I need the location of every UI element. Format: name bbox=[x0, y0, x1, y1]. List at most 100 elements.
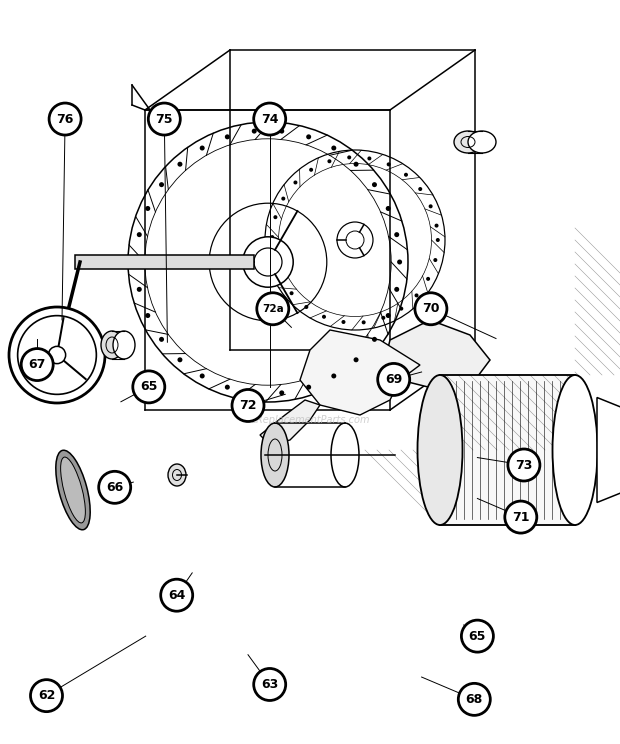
Ellipse shape bbox=[454, 131, 482, 153]
Ellipse shape bbox=[168, 464, 186, 486]
Text: 72: 72 bbox=[239, 399, 257, 412]
FancyBboxPatch shape bbox=[75, 255, 254, 269]
Circle shape bbox=[461, 620, 494, 652]
Text: 66: 66 bbox=[106, 481, 123, 494]
Ellipse shape bbox=[331, 423, 359, 487]
Ellipse shape bbox=[261, 423, 289, 487]
Circle shape bbox=[322, 315, 326, 318]
Circle shape bbox=[415, 292, 447, 325]
Circle shape bbox=[225, 135, 230, 139]
Text: 73: 73 bbox=[515, 458, 533, 472]
Circle shape bbox=[159, 337, 164, 341]
Circle shape bbox=[397, 260, 402, 265]
Text: 71: 71 bbox=[512, 510, 529, 524]
Circle shape bbox=[137, 287, 142, 292]
Circle shape bbox=[21, 348, 53, 381]
Circle shape bbox=[433, 258, 437, 262]
Circle shape bbox=[232, 389, 264, 422]
Text: 75: 75 bbox=[156, 112, 173, 126]
FancyBboxPatch shape bbox=[440, 375, 575, 525]
Circle shape bbox=[372, 182, 377, 187]
Circle shape bbox=[252, 391, 257, 395]
Circle shape bbox=[399, 307, 403, 311]
Circle shape bbox=[426, 277, 430, 281]
Circle shape bbox=[225, 385, 230, 390]
Ellipse shape bbox=[552, 375, 598, 525]
Circle shape bbox=[9, 307, 105, 403]
Ellipse shape bbox=[113, 331, 135, 359]
Circle shape bbox=[48, 347, 66, 364]
Circle shape bbox=[386, 313, 391, 318]
Text: 65: 65 bbox=[469, 629, 486, 643]
Text: 70: 70 bbox=[422, 302, 440, 315]
Circle shape bbox=[254, 103, 286, 135]
Text: 74: 74 bbox=[261, 112, 278, 126]
Circle shape bbox=[436, 238, 440, 242]
Circle shape bbox=[145, 313, 150, 318]
Circle shape bbox=[309, 168, 313, 172]
Ellipse shape bbox=[101, 331, 123, 359]
Circle shape bbox=[327, 159, 332, 163]
Circle shape bbox=[177, 161, 182, 167]
Circle shape bbox=[279, 129, 284, 134]
Circle shape bbox=[378, 363, 410, 396]
Circle shape bbox=[337, 222, 373, 258]
Text: 67: 67 bbox=[29, 358, 46, 371]
Circle shape bbox=[17, 315, 96, 394]
Circle shape bbox=[404, 173, 408, 177]
Circle shape bbox=[290, 291, 294, 295]
Text: 72a: 72a bbox=[262, 304, 284, 314]
Circle shape bbox=[347, 155, 351, 159]
Text: 62: 62 bbox=[38, 689, 55, 702]
Circle shape bbox=[368, 156, 371, 161]
Circle shape bbox=[394, 232, 399, 237]
Circle shape bbox=[508, 449, 540, 481]
Circle shape bbox=[415, 293, 419, 298]
Text: eReplacementParts.com: eReplacementParts.com bbox=[250, 415, 370, 425]
Circle shape bbox=[254, 248, 282, 276]
Circle shape bbox=[281, 196, 285, 201]
Text: 64: 64 bbox=[168, 589, 185, 602]
Circle shape bbox=[99, 471, 131, 504]
Text: 65: 65 bbox=[140, 380, 157, 394]
Circle shape bbox=[428, 205, 433, 208]
Circle shape bbox=[49, 103, 81, 135]
Circle shape bbox=[353, 161, 358, 167]
Circle shape bbox=[30, 679, 63, 712]
Circle shape bbox=[381, 315, 385, 320]
Circle shape bbox=[346, 231, 364, 249]
Circle shape bbox=[306, 135, 311, 139]
Circle shape bbox=[435, 224, 438, 228]
Circle shape bbox=[272, 255, 276, 259]
Circle shape bbox=[273, 215, 277, 219]
Circle shape bbox=[200, 146, 205, 150]
Text: 76: 76 bbox=[56, 112, 74, 126]
Circle shape bbox=[306, 385, 311, 390]
Circle shape bbox=[293, 181, 298, 185]
Circle shape bbox=[270, 235, 274, 239]
Polygon shape bbox=[300, 330, 420, 415]
Circle shape bbox=[133, 371, 165, 403]
Text: 63: 63 bbox=[261, 678, 278, 691]
Circle shape bbox=[304, 305, 308, 309]
Circle shape bbox=[145, 206, 150, 211]
Circle shape bbox=[458, 683, 490, 716]
Circle shape bbox=[159, 182, 164, 187]
Circle shape bbox=[137, 232, 142, 237]
Text: 68: 68 bbox=[466, 693, 483, 706]
Ellipse shape bbox=[56, 450, 90, 530]
Circle shape bbox=[386, 206, 391, 211]
Circle shape bbox=[418, 187, 422, 191]
Text: 69: 69 bbox=[385, 373, 402, 386]
Ellipse shape bbox=[417, 375, 463, 525]
Circle shape bbox=[257, 292, 289, 325]
Ellipse shape bbox=[468, 131, 496, 153]
Circle shape bbox=[361, 321, 366, 324]
Ellipse shape bbox=[61, 457, 86, 523]
Circle shape bbox=[394, 287, 399, 292]
Circle shape bbox=[148, 103, 180, 135]
Circle shape bbox=[200, 373, 205, 379]
Circle shape bbox=[372, 337, 377, 341]
Circle shape bbox=[387, 162, 391, 167]
Polygon shape bbox=[260, 400, 320, 445]
